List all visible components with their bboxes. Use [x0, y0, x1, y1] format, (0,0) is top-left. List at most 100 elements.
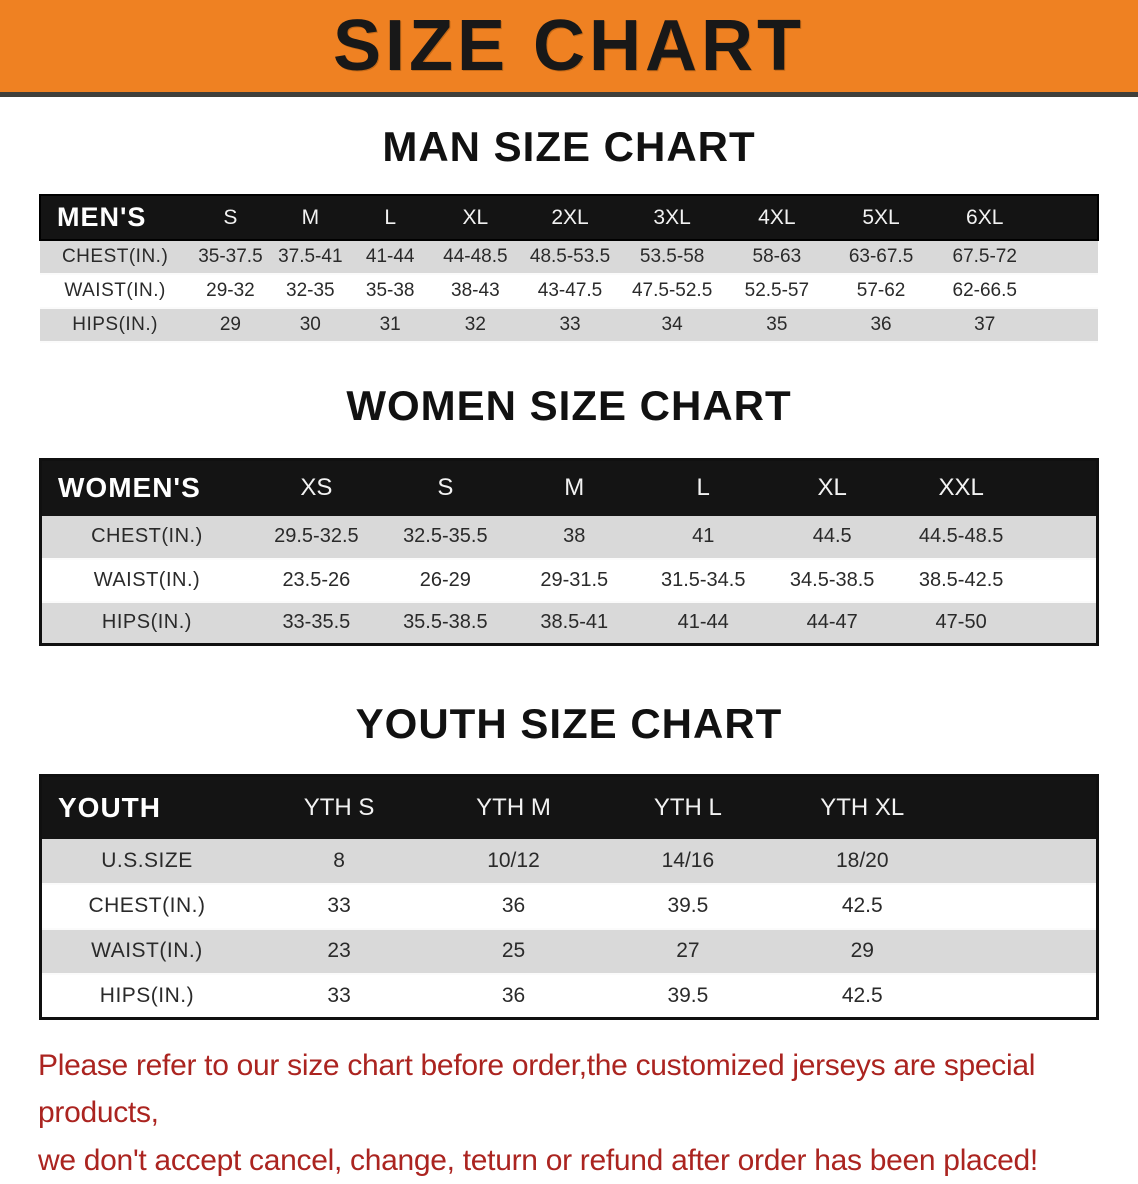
size-cell: 30 — [299, 314, 321, 335]
women-size-table-wrap: WOMEN'S XS S M L XL XXL CHEST(IN.) 29.5-32.5 32.5… — [39, 458, 1099, 646]
column-header: L — [384, 205, 397, 229]
size-cell: 41-44 — [365, 246, 415, 267]
size-cell: 18/20 — [835, 848, 889, 872]
spacer-cell — [1026, 516, 1098, 559]
column-header: YTH XL — [820, 793, 905, 821]
size-cell: 25 — [501, 939, 526, 962]
table-title: YOUTH — [58, 791, 161, 823]
size-cell: 39.5 — [667, 983, 709, 1007]
man-section-heading: MAN SIZE CHART — [382, 123, 756, 170]
size-row: CHEST(IN.) 29.5-32.5 32.5-35.5 38 41 44.5 44.5… — [40, 515, 1098, 559]
row-label: WAIST(IN.) — [91, 939, 203, 962]
size-row: U.S.SIZE 8 10/12 14/16 18/20 — [40, 838, 1098, 884]
row-label: WAIST(IN.) — [93, 568, 201, 591]
spacer-cell — [1026, 602, 1098, 645]
size-cell: 35-38 — [365, 280, 415, 301]
column-header: 4XL — [758, 205, 796, 229]
notice-line-1: Please refer to our size chart before or… — [38, 1049, 1036, 1130]
row-label: WAIST(IN.) — [64, 280, 166, 301]
size-cell: 44-47 — [806, 611, 858, 634]
spacer-cell — [1037, 240, 1098, 274]
size-cell: 62-66.5 — [952, 280, 1017, 301]
man-size-table-wrap: MEN'S S M L XL 2XL 3XL 4XL 5XL 6XL CHEST(IN.) 35-37… — [39, 194, 1099, 343]
size-row: WAIST(IN.) 23.5-26 26-29 29-31.5 31.5-34.5 34… — [40, 558, 1098, 602]
table-header-row: WOMEN'S XS S M L XL XXL — [40, 459, 1098, 516]
spacer-cell — [949, 884, 1097, 929]
spacer-cell — [1026, 460, 1098, 516]
size-row: CHEST(IN.) 35-37.5 37.5-41 41-44 44-48.5 48.5… — [40, 240, 1098, 274]
size-row: HIPS(IN.) 29 30 31 32 33 34 35 36 37 — [40, 308, 1098, 342]
row-label: HIPS(IN.) — [101, 611, 192, 634]
column-header: L — [696, 474, 710, 502]
size-row: HIPS(IN.) 33 36 39.5 42.5 — [40, 973, 1098, 1019]
size-cell: 31 — [379, 314, 401, 335]
size-cell: 10/12 — [487, 848, 540, 872]
spacer-cell — [949, 974, 1097, 1019]
size-cell: 36 — [870, 314, 892, 335]
table-header-row: YOUTH YTH S YTH M YTH L YTH XL — [40, 775, 1098, 839]
column-header: XXL — [938, 474, 984, 502]
size-cell: 42.5 — [841, 894, 883, 917]
spacer-cell — [949, 776, 1097, 839]
size-cell: 44.5-48.5 — [918, 525, 1004, 547]
size-cell: 43-47.5 — [537, 280, 603, 301]
size-cell: 58-63 — [752, 246, 802, 267]
row-label: CHEST(IN.) — [61, 246, 169, 267]
size-cell: 29-31.5 — [540, 568, 609, 591]
size-cell: 34.5-38.5 — [789, 568, 875, 591]
size-chart-body: MAN SIZE CHART MEN'S S M L XL 2XL 3XL 4XL 5XL 6XL… — [0, 123, 1138, 1020]
size-cell: 38.5-42.5 — [918, 568, 1004, 591]
man-size-table: MEN'S S M L XL 2XL 3XL 4XL 5XL 6XL CHEST(IN.) 35-37… — [39, 194, 1099, 343]
size-cell: 32 — [464, 314, 486, 335]
column-header: M — [301, 205, 320, 229]
column-header: 6XL — [966, 205, 1004, 229]
row-label: CHEST(IN.) — [88, 894, 206, 917]
size-cell: 8 — [333, 848, 345, 872]
size-cell: 36 — [501, 983, 526, 1007]
size-cell: 52.5-57 — [744, 280, 810, 301]
size-cell: 29-32 — [206, 280, 255, 301]
size-cell: 63-67.5 — [848, 246, 914, 267]
size-cell: 44-48.5 — [443, 246, 508, 267]
size-cell: 38-43 — [451, 280, 500, 301]
column-header: 3XL — [653, 205, 691, 229]
size-cell: 29 — [219, 314, 241, 335]
row-label: CHEST(IN.) — [91, 525, 203, 547]
size-cell: 35-37.5 — [198, 246, 263, 267]
size-cell: 33 — [327, 894, 351, 917]
spacer-cell — [949, 929, 1097, 974]
spacer-cell — [1026, 559, 1098, 602]
spacer-cell — [949, 839, 1097, 884]
size-chart-banner: SIZE CHART — [0, 0, 1138, 97]
column-header: 2XL — [551, 205, 589, 229]
youth-size-section: YOUTH SIZE CHART YOUTH YTH S YTH M YTH L YTH… — [0, 700, 1138, 1020]
size-cell: 37.5-41 — [278, 246, 343, 267]
size-row: CHEST(IN.) 33 36 39.5 42.5 — [40, 883, 1098, 929]
spacer-cell — [1037, 274, 1098, 308]
size-cell: 47-50 — [935, 611, 987, 634]
size-cell: 34 — [661, 314, 683, 335]
women-section-heading: WOMEN SIZE CHART — [346, 382, 792, 429]
size-cell: 35.5-38.5 — [403, 611, 488, 634]
size-cell: 29.5-32.5 — [274, 525, 359, 547]
size-cell: 27 — [676, 939, 700, 962]
table-title: WOMEN'S — [58, 472, 201, 504]
column-header: XL — [817, 474, 847, 502]
youth-section-heading: YOUTH SIZE CHART — [355, 700, 783, 747]
size-cell: 39.5 — [667, 894, 709, 917]
row-label: HIPS(IN.) — [72, 314, 158, 335]
size-cell: 14/16 — [661, 848, 715, 872]
size-cell: 41-44 — [677, 611, 729, 634]
column-header: XS — [300, 474, 333, 502]
column-header: S — [437, 474, 454, 502]
size-cell: 47.5-52.5 — [631, 280, 713, 301]
size-cell: 41 — [692, 525, 715, 547]
women-size-table: WOMEN'S XS S M L XL XXL CHEST(IN.) 29.5-32.5 32.5… — [39, 458, 1099, 646]
size-cell: 57-62 — [856, 280, 906, 301]
size-cell: 32.5-35.5 — [403, 525, 488, 547]
size-cell: 26-29 — [419, 568, 471, 591]
size-cell: 32-35 — [286, 280, 335, 301]
size-cell: 29 — [850, 939, 874, 962]
size-cell: 67.5-72 — [952, 246, 1017, 267]
size-cell: 37 — [974, 314, 996, 335]
